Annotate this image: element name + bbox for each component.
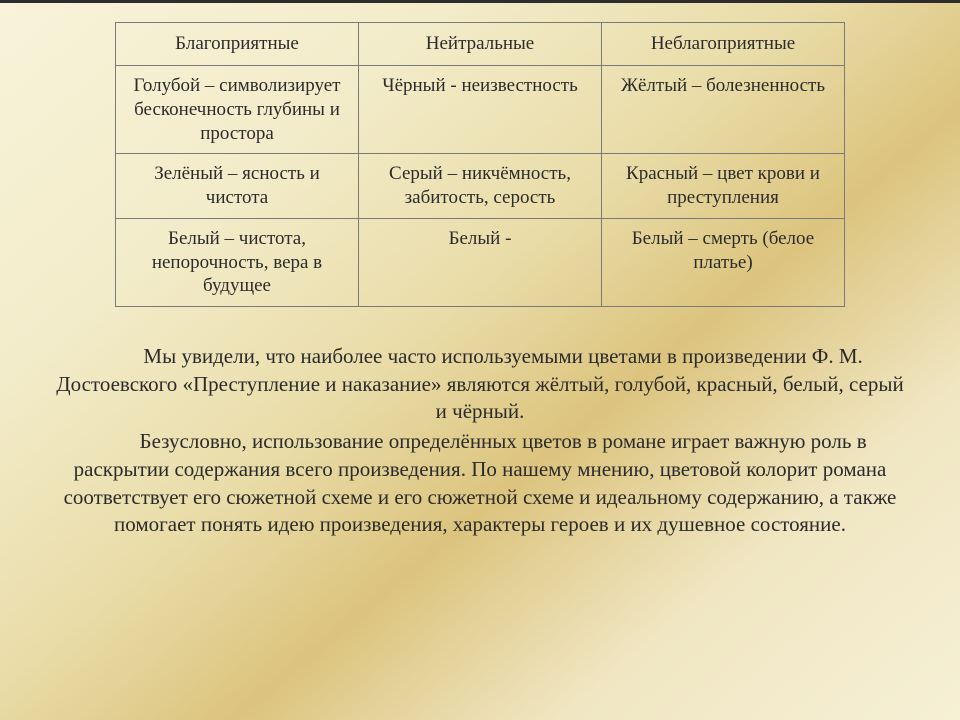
- cell: Серый – никчёмность, забитость, серость: [359, 154, 602, 219]
- body-text: Мы увидели, что наиболее часто используе…: [50, 343, 910, 539]
- table-row: Белый – чистота, непорочность, вера в бу…: [116, 218, 845, 306]
- cell: Зелёный – ясность и чистота: [116, 154, 359, 219]
- col-header-unfavorable: Неблагоприятные: [602, 23, 845, 66]
- table-row: Голубой – символизирует бесконечность гл…: [116, 66, 845, 154]
- paragraph-2: Безусловно, использование определённых ц…: [50, 428, 910, 539]
- col-header-neutral: Нейтральные: [359, 23, 602, 66]
- cell: Белый -: [359, 218, 602, 306]
- table-header-row: Благоприятные Нейтральные Неблагоприятны…: [116, 23, 845, 66]
- cell: Красный – цвет крови и преступления: [602, 154, 845, 219]
- paragraph-2-text: Безусловно, использование определённых ц…: [64, 429, 897, 536]
- col-header-favorable: Благоприятные: [116, 23, 359, 66]
- cell: Белый – смерть (белое платье): [602, 218, 845, 306]
- table-row: Зелёный – ясность и чистота Серый – никч…: [116, 154, 845, 219]
- cell: Голубой – символизирует бесконечность гл…: [116, 66, 359, 154]
- color-symbolism-table: Благоприятные Нейтральные Неблагоприятны…: [115, 22, 845, 307]
- cell: Чёрный - неизвестность: [359, 66, 602, 154]
- top-border: [0, 0, 960, 3]
- cell: Белый – чистота, непорочность, вера в бу…: [116, 218, 359, 306]
- slide: Благоприятные Нейтральные Неблагоприятны…: [0, 0, 960, 720]
- paragraph-1-text: Мы увидели, что наиболее часто используе…: [56, 344, 904, 423]
- cell: Жёлтый – болезненность: [602, 66, 845, 154]
- paragraph-1: Мы увидели, что наиболее часто используе…: [50, 343, 910, 426]
